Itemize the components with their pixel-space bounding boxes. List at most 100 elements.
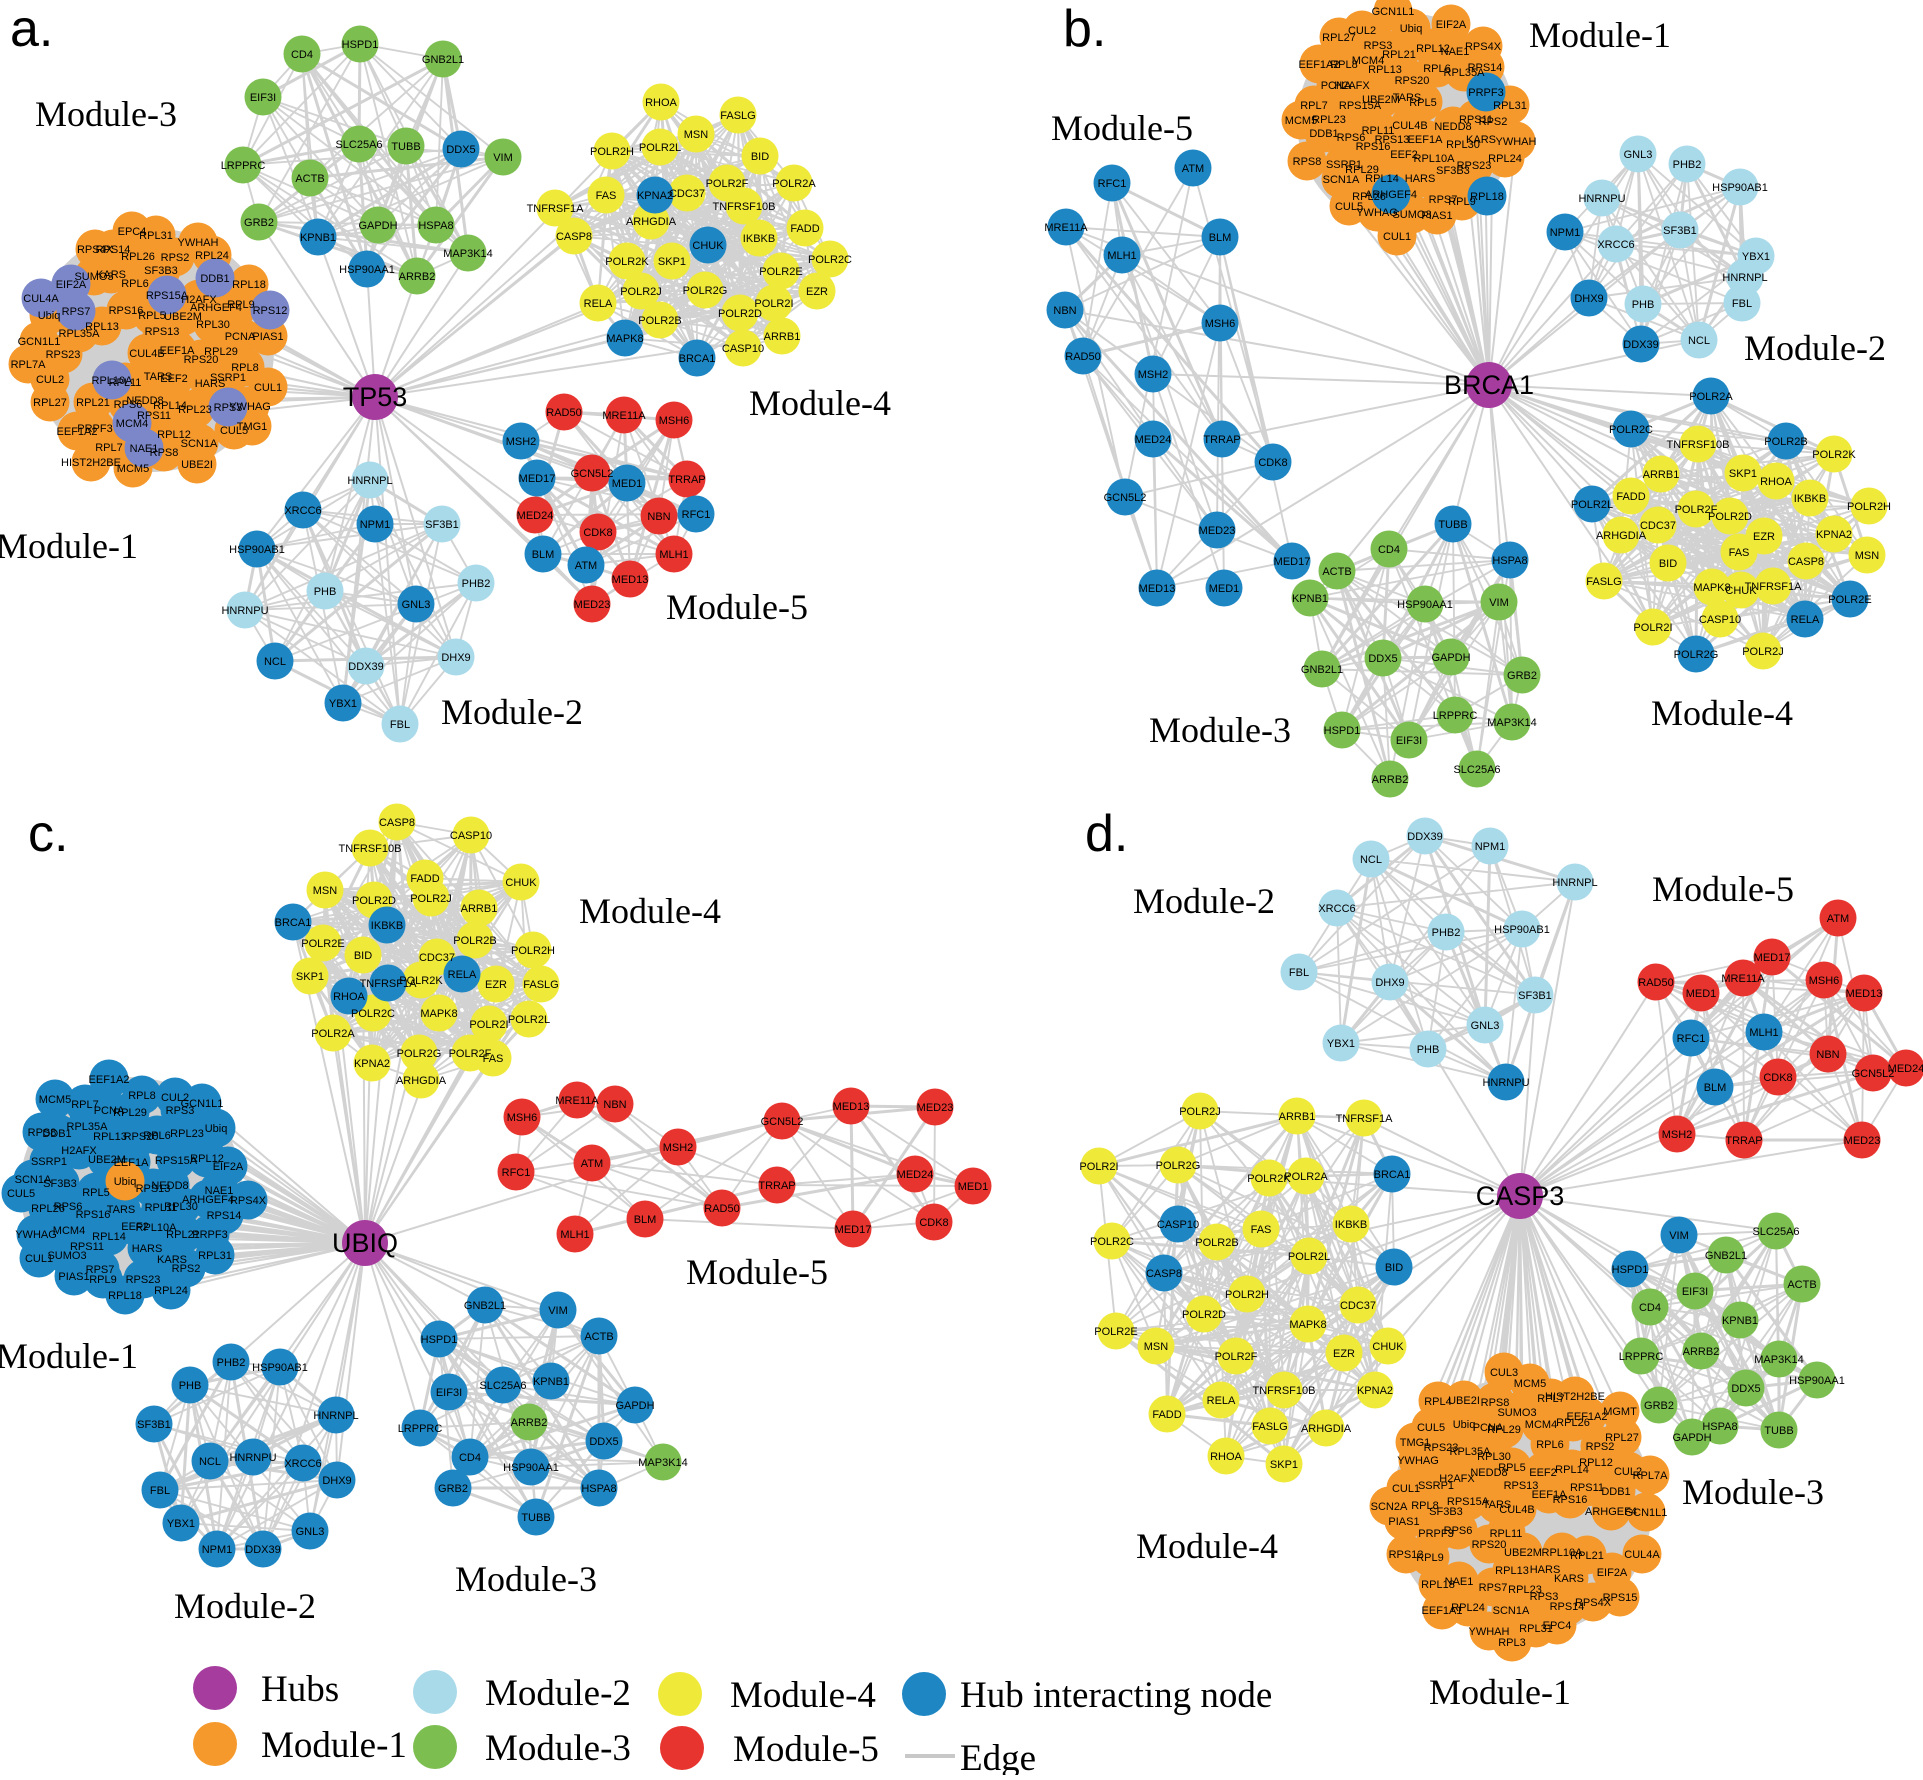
svg-text:POLR2E: POLR2E <box>1828 594 1871 606</box>
svg-text:RPS8: RPS8 <box>1481 1397 1510 1409</box>
svg-text:RPL24: RPL24 <box>154 1285 188 1297</box>
svg-text:RFC1: RFC1 <box>682 509 711 521</box>
svg-text:DDB1: DDB1 <box>1601 1486 1630 1498</box>
svg-text:NEDD8: NEDD8 <box>1470 1467 1507 1479</box>
svg-text:NCL: NCL <box>199 1456 221 1468</box>
svg-text:MSH6: MSH6 <box>1809 975 1840 987</box>
svg-text:IKBKB: IKBKB <box>1794 493 1826 505</box>
svg-text:PHB2: PHB2 <box>462 578 491 590</box>
svg-text:MED24: MED24 <box>1888 1063 1923 1075</box>
svg-text:POLR2L: POLR2L <box>508 1014 550 1026</box>
svg-text:HNRNPU: HNRNPU <box>221 605 268 617</box>
svg-text:EEF1A2: EEF1A2 <box>57 426 98 438</box>
svg-text:BRCA1: BRCA1 <box>679 353 716 365</box>
svg-text:DHX9: DHX9 <box>441 652 470 664</box>
svg-text:PIAS1: PIAS1 <box>1388 1516 1419 1528</box>
svg-text:DDX39: DDX39 <box>348 661 383 673</box>
svg-text:UBE2I: UBE2I <box>181 459 213 471</box>
svg-text:RELA: RELA <box>584 298 613 310</box>
svg-text:NBN: NBN <box>1816 1049 1839 1061</box>
svg-text:RPL35A: RPL35A <box>59 328 101 340</box>
svg-text:TUBB: TUBB <box>521 1512 550 1524</box>
svg-text:CUL1: CUL1 <box>1392 1483 1420 1495</box>
svg-text:MCM4: MCM4 <box>1525 1419 1557 1431</box>
svg-text:POLR2G: POLR2G <box>683 285 728 297</box>
svg-text:TNFRSF10B: TNFRSF10B <box>1667 439 1730 451</box>
svg-text:Module-2: Module-2 <box>441 692 583 732</box>
svg-text:CD4: CD4 <box>459 1452 481 1464</box>
svg-text:NEDD8: NEDD8 <box>151 1180 188 1192</box>
svg-text:FADD: FADD <box>410 873 439 885</box>
svg-text:CASP8: CASP8 <box>1788 556 1824 568</box>
svg-text:Ubiq: Ubiq <box>114 1176 137 1188</box>
svg-text:CASP10: CASP10 <box>1699 614 1741 626</box>
svg-text:MSH6: MSH6 <box>659 415 690 427</box>
svg-text:RPL6: RPL6 <box>143 1130 171 1142</box>
svg-text:HNRNPL: HNRNPL <box>1552 877 1597 889</box>
svg-text:DHX9: DHX9 <box>1375 977 1404 989</box>
svg-text:Module-1: Module-1 <box>0 1336 138 1376</box>
svg-text:MED17: MED17 <box>1754 952 1791 964</box>
svg-text:YWHAH: YWHAH <box>1496 136 1537 148</box>
svg-text:FASLG: FASLG <box>720 110 755 122</box>
svg-text:PRPF3: PRPF3 <box>1418 1528 1453 1540</box>
svg-text:RPL10A: RPL10A <box>1414 153 1456 165</box>
svg-text:MAP3K14: MAP3K14 <box>638 1457 688 1469</box>
svg-text:Module-1: Module-1 <box>1429 1672 1571 1712</box>
svg-text:HSPD1: HSPD1 <box>1612 1264 1649 1276</box>
svg-text:FASLG: FASLG <box>1252 1421 1287 1433</box>
svg-text:DDB1: DDB1 <box>200 273 229 285</box>
svg-text:SF3B1: SF3B1 <box>1518 990 1552 1002</box>
svg-text:CD4: CD4 <box>1639 1302 1661 1314</box>
svg-text:Ubiq: Ubiq <box>38 310 61 322</box>
svg-text:ARHGDIA: ARHGDIA <box>396 1075 447 1087</box>
svg-text:PRPF3: PRPF3 <box>192 1229 227 1241</box>
svg-text:HARS: HARS <box>1405 173 1436 185</box>
svg-text:KPNB1: KPNB1 <box>1292 593 1328 605</box>
svg-text:EZR: EZR <box>485 979 507 991</box>
svg-text:POLR2D: POLR2D <box>1708 511 1752 523</box>
svg-text:MED17: MED17 <box>1274 556 1311 568</box>
svg-text:VIM: VIM <box>548 1305 568 1317</box>
svg-text:CUL2: CUL2 <box>36 374 64 386</box>
svg-text:RPS2: RPS2 <box>161 252 190 264</box>
svg-text:RPS12: RPS12 <box>1389 1549 1424 1561</box>
svg-text:DDX5: DDX5 <box>1731 1383 1760 1395</box>
svg-text:POLR2H: POLR2H <box>1847 501 1891 513</box>
svg-text:FASLG: FASLG <box>523 979 558 991</box>
svg-text:GRB2: GRB2 <box>1644 1400 1674 1412</box>
svg-text:HSPA8: HSPA8 <box>418 220 453 232</box>
svg-text:PHB: PHB <box>314 586 337 598</box>
svg-text:RPL23: RPL23 <box>178 404 212 416</box>
svg-text:YWHAG: YWHAG <box>1397 1455 1439 1467</box>
svg-text:POLR2F: POLR2F <box>706 178 749 190</box>
svg-text:FBL: FBL <box>1289 967 1309 979</box>
svg-text:RPL18: RPL18 <box>1421 1579 1455 1591</box>
svg-text:MAP3K14: MAP3K14 <box>1754 1354 1804 1366</box>
svg-text:CUL5: CUL5 <box>7 1188 35 1200</box>
svg-text:RPL4: RPL4 <box>1424 1396 1452 1408</box>
svg-text:TNFRSF1A: TNFRSF1A <box>527 203 585 215</box>
svg-text:MED13: MED13 <box>833 1101 870 1113</box>
svg-text:RPL35A: RPL35A <box>67 1121 109 1133</box>
svg-text:BLM: BLM <box>1209 232 1232 244</box>
svg-text:VIM: VIM <box>493 152 513 164</box>
svg-text:SCN1A: SCN1A <box>1493 1605 1530 1617</box>
svg-text:XRCC6: XRCC6 <box>1597 239 1634 251</box>
svg-text:CASP10: CASP10 <box>450 830 492 842</box>
svg-text:Ubiq: Ubiq <box>1400 23 1423 35</box>
svg-text:Module-5: Module-5 <box>686 1252 828 1292</box>
svg-text:TMG1: TMG1 <box>237 421 268 433</box>
svg-text:POLR2G: POLR2G <box>397 1048 442 1060</box>
svg-text:GCN1L1: GCN1L1 <box>181 1098 224 1110</box>
svg-text:MLH1: MLH1 <box>1749 1027 1778 1039</box>
svg-text:CUL4A: CUL4A <box>23 293 59 305</box>
svg-text:HSP90AA1: HSP90AA1 <box>1397 599 1453 611</box>
svg-text:NCL: NCL <box>1688 335 1710 347</box>
svg-text:RFC1: RFC1 <box>1098 178 1127 190</box>
svg-text:PIAS1: PIAS1 <box>58 1271 89 1283</box>
svg-text:Module-4: Module-4 <box>1651 693 1793 733</box>
svg-text:Module-3: Module-3 <box>1149 710 1291 750</box>
svg-text:MED1: MED1 <box>1209 583 1240 595</box>
svg-text:Module-3: Module-3 <box>35 94 177 134</box>
